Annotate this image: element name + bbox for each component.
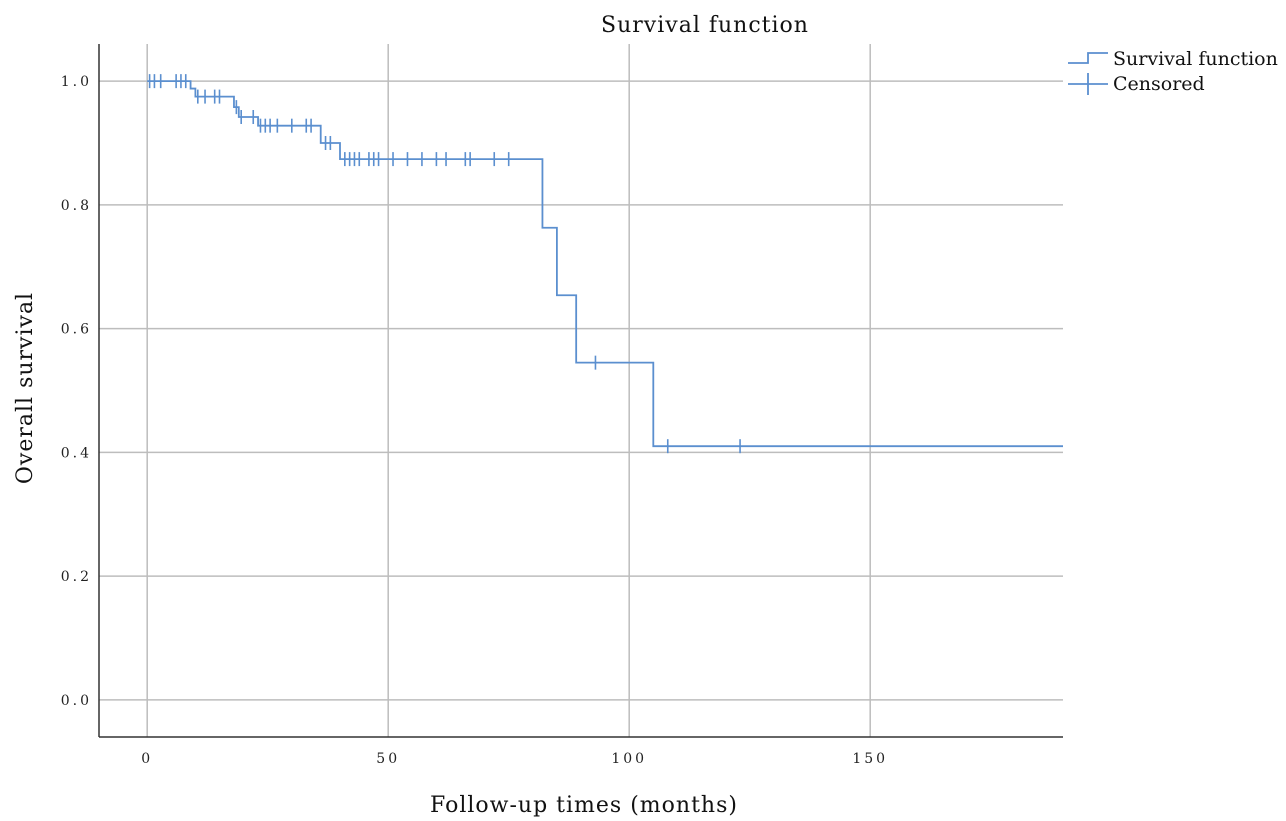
x-tick-label: 0 [141,751,153,767]
x-tick-label: 150 [852,751,888,767]
plot-area [147,74,1063,454]
y-tick-label: 0.6 [61,322,92,338]
axes [98,44,1063,738]
y-tick-label: 0.4 [61,445,92,461]
y-axis-title: Overall survival [13,292,38,484]
y-tick-label: 1.0 [61,74,92,90]
grid-lines [99,44,1063,737]
y-tick-label: 0.0 [61,693,92,709]
y-tick-label: 0.2 [61,569,92,585]
chart-title: Survival function [601,13,809,38]
x-tick-label: 100 [611,751,647,767]
legend-survival-label: Survival function [1113,48,1278,70]
y-tick-label: 0.8 [61,198,92,214]
tick-labels: 0.0 0.2 0.4 0.6 0.8 1.0 0 50 100 150 [61,74,888,767]
x-axis-title: Follow-up times (months) [430,793,738,818]
survival-step-line [147,80,1063,448]
legend: Survival function Censored [1068,48,1278,95]
x-tick-label: 50 [376,751,400,767]
legend-censored-label: Censored [1113,73,1205,95]
legend-survival-swatch [1068,52,1108,64]
